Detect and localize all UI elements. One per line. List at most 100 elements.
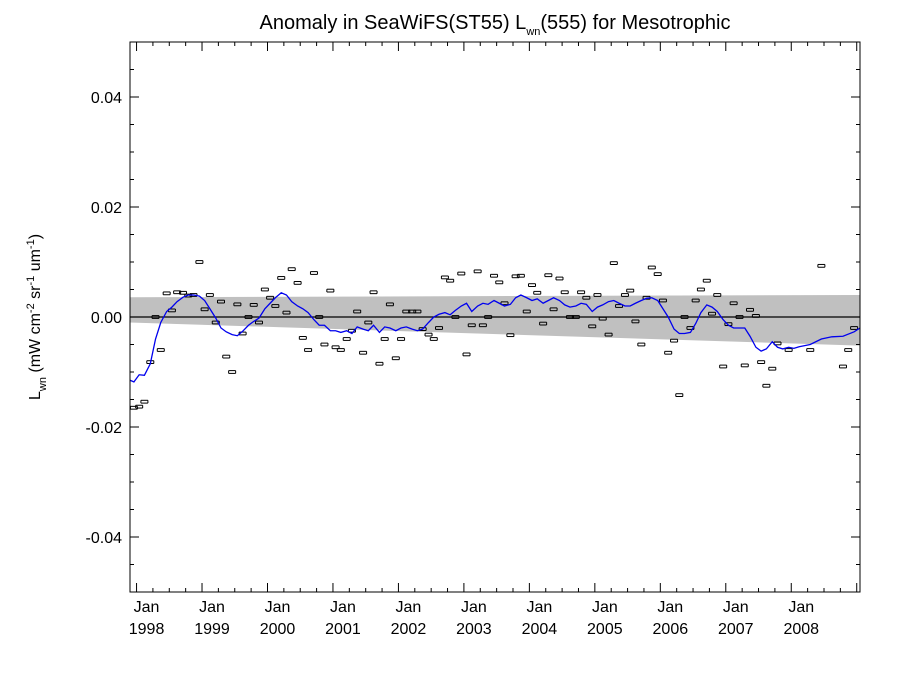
y-tick-label: 0.02 [91, 200, 122, 217]
data-point [729, 301, 738, 306]
x-tick-year-label: 2008 [783, 621, 819, 638]
uncertainty-band [130, 295, 860, 346]
data-point [713, 293, 722, 297]
data-point [604, 332, 613, 337]
data-point [495, 280, 504, 285]
data-point [228, 370, 237, 374]
data-point [506, 333, 515, 338]
data-point [440, 275, 449, 280]
data-point [195, 260, 204, 264]
data-point [320, 342, 329, 347]
data-point [555, 276, 564, 281]
x-tick-month-label: Jan [788, 599, 814, 616]
x-tick-year-label: 1999 [194, 621, 230, 638]
data-point [391, 356, 400, 361]
x-tick-year-label: 2003 [456, 621, 492, 638]
data-point [516, 273, 525, 278]
x-tick-year-label: 2004 [522, 621, 558, 638]
data-point [740, 363, 749, 368]
data-point [254, 320, 263, 325]
data-point [282, 310, 291, 315]
data-point [806, 348, 815, 352]
y-axis-label-part: (mW cm [27, 313, 44, 377]
x-tick-month-label: Jan [526, 599, 552, 616]
data-point [249, 303, 258, 307]
data-point [647, 265, 656, 270]
plot-area: -0.04 -0.02 0.00 0.02 0.04 Jan 1998 Jan 1999 Jan 2… [86, 41, 861, 638]
x-tick-year-label: 1998 [129, 621, 165, 638]
data-point [260, 287, 269, 292]
x-tick-month-label: Jan [134, 599, 160, 616]
data-point [336, 348, 345, 352]
data-point [675, 393, 684, 397]
y-tick-label: 0.00 [91, 310, 122, 327]
data-point [451, 315, 460, 319]
data-point [637, 342, 646, 347]
data-point [244, 315, 253, 319]
data-point [598, 316, 607, 321]
data-point [156, 348, 165, 352]
data-point [653, 272, 662, 276]
data-point [298, 336, 307, 340]
x-tick-month-label: Jan [723, 599, 749, 616]
x-tick-year-label: 2000 [260, 621, 296, 638]
data-point [844, 348, 853, 352]
data-point [484, 315, 493, 319]
data-point [609, 261, 618, 265]
x-tick-month-label: Jan [461, 599, 487, 616]
x-tick-month-label: Jan [330, 599, 356, 616]
data-point [326, 288, 335, 293]
data-point [670, 338, 679, 343]
data-point [735, 315, 744, 319]
data-point [762, 383, 771, 388]
data-point [473, 269, 482, 274]
y-tick-label: -0.02 [86, 420, 123, 437]
data-point [162, 291, 171, 296]
data-point [544, 273, 553, 278]
data-point [702, 278, 711, 283]
data-point [577, 290, 586, 295]
data-point [380, 337, 389, 341]
title-suffix: (555) for Mesotrophic [540, 12, 730, 34]
data-point [490, 273, 499, 278]
data-point [751, 314, 760, 318]
data-point [309, 271, 318, 275]
data-point [522, 309, 531, 314]
data-point [593, 293, 602, 297]
data-point [205, 293, 214, 297]
data-point [757, 360, 766, 364]
data-point [353, 309, 362, 314]
x-tick-month-label: Jan [396, 599, 422, 616]
data-point [233, 302, 242, 307]
data-point [467, 323, 476, 328]
data-point [189, 293, 198, 297]
data-point [287, 267, 296, 272]
data-point [850, 326, 859, 330]
data-point [359, 350, 368, 355]
data-point [571, 315, 580, 319]
y-tick-label: 0.04 [91, 90, 122, 107]
data-point [746, 307, 755, 312]
data-point [462, 352, 471, 357]
data-point [631, 319, 640, 324]
data-point [582, 295, 591, 300]
data-point [696, 287, 705, 292]
x-tick-month-label: Jan [657, 599, 683, 616]
title-subscript: wn [525, 26, 540, 38]
data-point [397, 337, 406, 341]
data-point [446, 278, 455, 283]
x-tick-year-label: 2007 [718, 621, 754, 638]
data-point [691, 298, 700, 303]
data-point [140, 399, 149, 404]
x-tick-year-label: 2002 [391, 621, 427, 638]
y-axis-label-part: wn [37, 377, 49, 392]
data-point [375, 361, 384, 366]
data-point [364, 320, 373, 325]
data-point [838, 364, 847, 369]
y-axis-label-part: -1 [25, 276, 37, 286]
title-prefix: Anomaly in SeaWiFS(ST55) L [260, 12, 527, 34]
y-axis-label-part: sr [27, 285, 44, 303]
data-point [222, 354, 231, 359]
data-point [342, 337, 351, 341]
